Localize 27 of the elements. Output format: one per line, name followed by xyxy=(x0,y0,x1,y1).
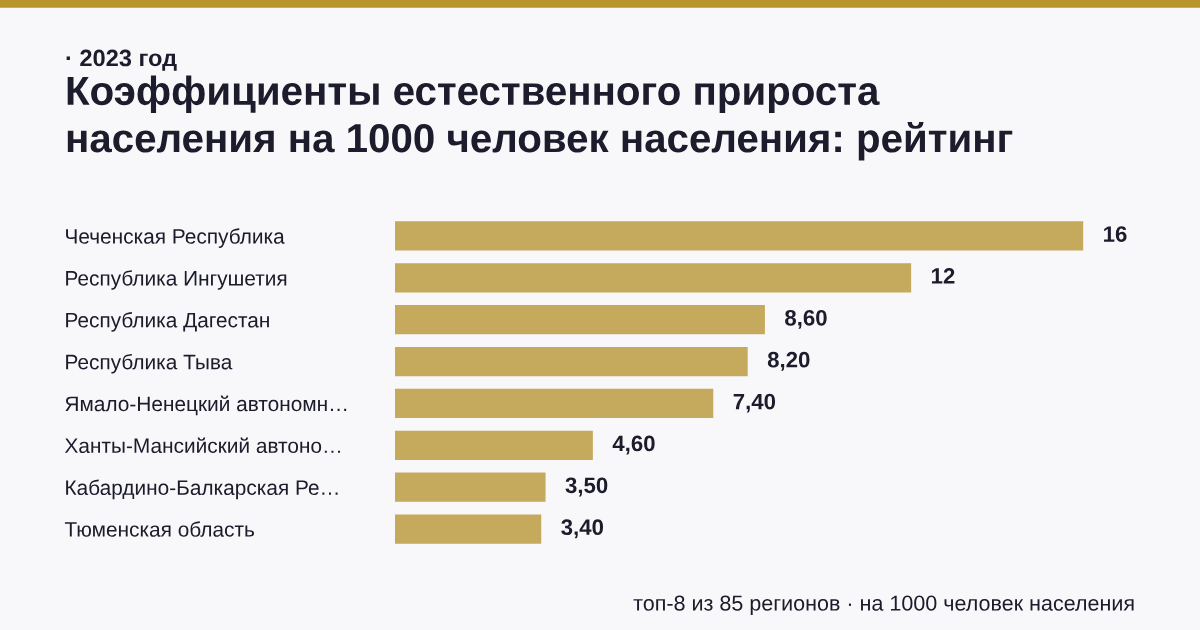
text: топ-8 из 85 регионов · на 1000 человек населения xyxy=(633,595,1134,616)
bar xyxy=(395,388,714,419)
data-label: 4,60 xyxy=(612,435,655,455)
y-tick-label: Республика Дагестан xyxy=(66,312,269,332)
bar xyxy=(395,472,546,502)
y-tick-label: Кабардино-Балкарская Ре… xyxy=(66,479,338,500)
text: · 2023 год xyxy=(66,49,177,71)
data-label: 7,40 xyxy=(733,393,776,413)
y-tick-label: Республика Тыва xyxy=(66,353,233,374)
bar xyxy=(395,346,748,377)
y-tick-label: Чеченская Республика xyxy=(66,228,285,248)
data-label: 3,50 xyxy=(565,477,608,497)
bar xyxy=(395,305,765,335)
data-label: 16 xyxy=(1104,226,1127,242)
chart-title: Коэффициенты естественного прироста населения на 1000 человек населения: рейтинг xyxy=(67,75,1013,161)
data-label: 8,20 xyxy=(767,351,810,371)
y-tick-label: Ханты-Мансийский автоно… xyxy=(64,437,341,454)
bar xyxy=(395,514,542,544)
y-tick-label: Ямало-Ненецкий автономн… xyxy=(65,395,347,416)
data-label: 8,60 xyxy=(785,309,827,329)
data-label: 3,40 xyxy=(561,519,604,539)
bar xyxy=(395,221,1084,251)
y-tick-label: Тюменская область xyxy=(64,521,254,537)
y-tick-label: Республика Ингушетия xyxy=(66,270,287,290)
bar xyxy=(395,263,912,293)
data-label: 12 xyxy=(931,268,955,284)
bar xyxy=(395,430,593,460)
